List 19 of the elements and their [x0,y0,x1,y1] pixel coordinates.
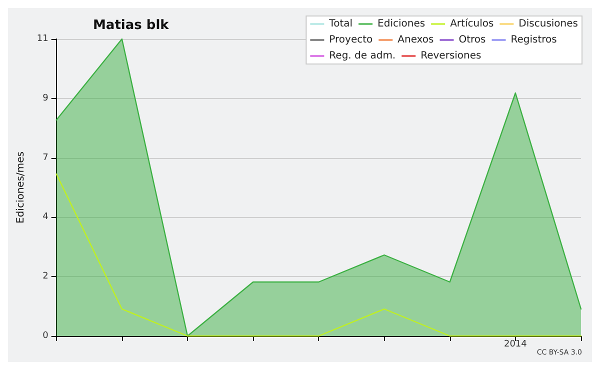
legend-label: Anexos [398,34,434,46]
x-tick-label: 2014 [504,340,528,350]
y-tick-label: 0 [42,331,49,341]
legend-label: Reg. de adm. [329,50,396,62]
y-tick-label: 2 [42,272,48,282]
chart-title: Matias blk [93,18,170,33]
legend-label: Total [328,18,353,30]
legend-label: Artículos [450,18,494,30]
y-axis-title: Ediciones/mes [16,151,26,224]
legend-label: Ediciones [378,18,426,30]
legend-label: Discusiones [518,18,578,30]
legend-label: Proyecto [329,34,373,46]
legend-label: Otros [458,34,486,46]
y-tick-label: 7 [42,152,48,163]
y-tick-label: 4 [42,212,49,222]
y-tick-label: 11 [36,34,48,44]
legend-label: Registros [510,34,557,46]
legend-label: Reversiones [420,50,482,62]
y-tick-label: 9 [42,93,49,104]
